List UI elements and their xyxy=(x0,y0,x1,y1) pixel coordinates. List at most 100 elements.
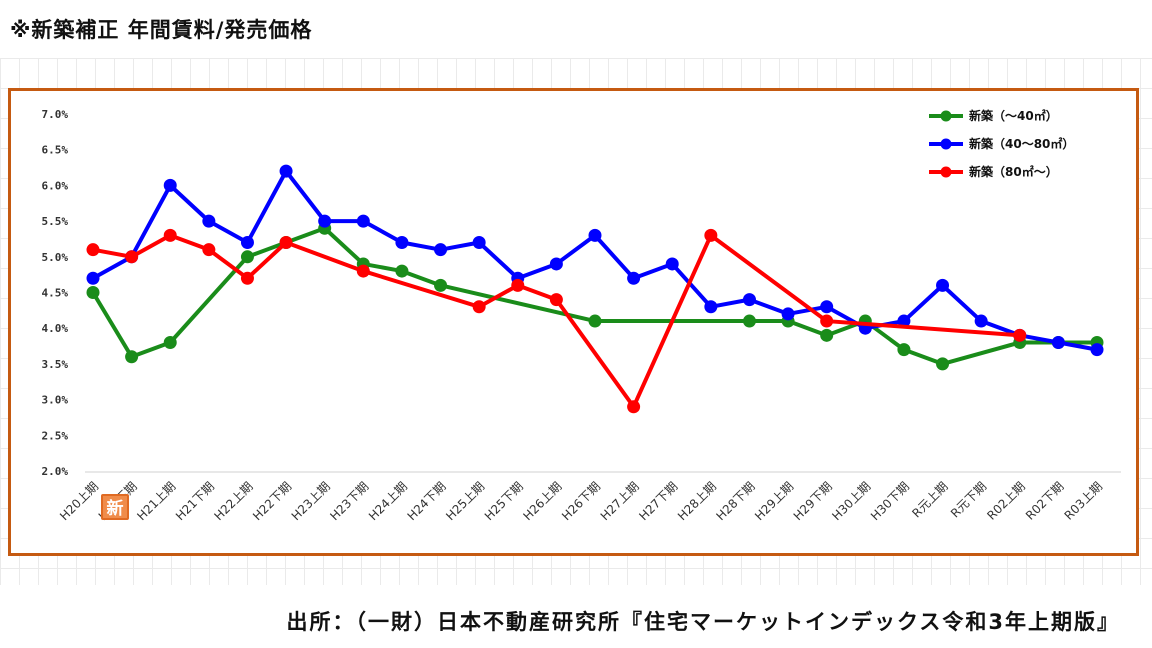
x-tick-label: H22下期 xyxy=(250,479,294,523)
data-point-series-2 xyxy=(781,307,795,321)
data-point-series-2 xyxy=(936,278,950,292)
x-tick-label: H26下期 xyxy=(559,479,603,523)
x-tick-label: H23下期 xyxy=(327,479,371,523)
x-tick-label: R元下期 xyxy=(948,479,989,520)
data-point-series-3 xyxy=(279,236,293,250)
y-tick-label: 5.5% xyxy=(42,215,69,228)
data-point-series-1 xyxy=(434,278,448,292)
data-point-series-3 xyxy=(704,228,718,242)
data-point-series-2 xyxy=(356,214,370,228)
x-tick-label: H24上期 xyxy=(366,479,410,523)
chart-frame: 2.0% 2.5% 3.0% 3.5% 4.0% 4.5% 5.0% 5.5% 6.0% 6.5%… xyxy=(8,88,1139,556)
data-point-series-2 xyxy=(1051,335,1065,349)
data-point-series-2 xyxy=(202,214,216,228)
x-tick-label: H26上期 xyxy=(520,479,564,523)
data-point-series-2 xyxy=(665,257,679,271)
x-tick-label: H30上期 xyxy=(829,479,873,523)
legend-label: 新築（40～80㎡） xyxy=(969,136,1074,151)
data-point-series-2 xyxy=(318,214,332,228)
x-tick-label: H21上期 xyxy=(134,479,178,523)
x-tick-label: H25上期 xyxy=(443,479,487,523)
x-tick-label: H21下期 xyxy=(173,479,217,523)
data-point-series-2 xyxy=(549,257,563,271)
x-tick-label: R02上期 xyxy=(984,479,1028,523)
data-point-series-3 xyxy=(86,243,100,257)
y-tick-label: 6.0% xyxy=(42,179,69,192)
data-point-series-1 xyxy=(125,350,139,364)
bottom-band xyxy=(0,585,1152,648)
data-point-series-2 xyxy=(1090,343,1104,357)
y-tick-label: 4.0% xyxy=(42,322,69,335)
x-tick-label: H30下期 xyxy=(868,479,912,523)
line-chart: 2.0% 2.5% 3.0% 3.5% 4.0% 4.5% 5.0% 5.5% 6.0% 6.5%… xyxy=(42,108,1121,523)
x-tick-label: H20上期 xyxy=(57,479,101,523)
data-point-series-2 xyxy=(974,314,988,328)
data-point-series-2 xyxy=(897,314,911,328)
series-line-3 xyxy=(92,233,1020,409)
data-point-series-3 xyxy=(1013,328,1027,342)
chart-heading: ※新築補正 年間賃料/発売価格 xyxy=(10,18,313,42)
data-point-series-2 xyxy=(704,300,718,314)
source-note: 出所：（一財）日本不動産研究所『住宅マーケットインデックス令和3年上期版』 xyxy=(286,610,1120,634)
legend-label: 新築（～40㎡） xyxy=(969,108,1058,123)
x-tick-label: H29上期 xyxy=(752,479,796,523)
legend-marker xyxy=(940,138,952,150)
data-point-series-2 xyxy=(279,164,293,178)
x-tick-label: H28上期 xyxy=(675,479,719,523)
data-point-series-1 xyxy=(820,328,834,342)
series-line-1 xyxy=(91,226,1097,366)
legend-marker xyxy=(940,166,952,178)
y-tick-label: 4.5% xyxy=(42,287,69,300)
data-point-series-2 xyxy=(742,293,756,307)
data-point-series-3 xyxy=(163,228,177,242)
data-point-series-1 xyxy=(936,357,950,371)
x-tick-label: H29下期 xyxy=(791,479,835,523)
data-point-series-1 xyxy=(742,314,756,328)
x-tick-label: R02下期 xyxy=(1023,479,1067,523)
y-tick-label: 6.5% xyxy=(42,144,69,157)
data-point-series-3 xyxy=(125,250,139,264)
y-tick-label: 5.0% xyxy=(42,251,69,264)
y-tick-label: 7.0% xyxy=(42,108,69,121)
data-point-series-3 xyxy=(549,293,563,307)
data-point-series-3 xyxy=(202,243,216,257)
x-tick-label: H27下期 xyxy=(636,479,680,523)
legend-label: 新築（80㎡～） xyxy=(969,164,1058,179)
data-point-series-1 xyxy=(163,335,177,349)
y-tick-label: 3.0% xyxy=(42,394,69,407)
data-point-series-2 xyxy=(588,228,602,242)
legend-marker xyxy=(940,110,952,122)
data-point-series-1 xyxy=(588,314,602,328)
data-point-series-3 xyxy=(356,264,370,278)
top-band xyxy=(0,0,1152,58)
data-point-series-3 xyxy=(240,271,254,285)
data-point-series-2 xyxy=(163,178,177,192)
x-tick-label: R元上期 xyxy=(909,479,950,520)
y-tick-label: 2.0% xyxy=(42,465,69,478)
y-tick-label: 2.5% xyxy=(42,429,69,442)
data-point-series-2 xyxy=(472,236,486,250)
x-tick-label: H22上期 xyxy=(212,479,256,523)
x-tick-label: H25下期 xyxy=(482,479,526,523)
data-point-series-3 xyxy=(472,300,486,314)
x-tick-label: H24下期 xyxy=(405,479,449,523)
data-point-series-3 xyxy=(511,278,525,292)
data-point-series-2 xyxy=(820,300,834,314)
data-point-series-3 xyxy=(627,400,641,414)
y-tick-label: 3.5% xyxy=(42,358,69,371)
x-tick-label: H27上期 xyxy=(598,479,642,523)
data-point-series-1 xyxy=(86,286,100,299)
data-point-series-2 xyxy=(434,243,448,257)
x-tick-label: H28下期 xyxy=(714,479,758,523)
data-point-series-2 xyxy=(627,271,641,285)
data-point-series-2 xyxy=(86,271,100,285)
data-point-series-1 xyxy=(240,250,254,264)
data-point-series-1 xyxy=(395,264,409,278)
data-point-series-1 xyxy=(897,343,911,357)
new-stamp-icon: 新 xyxy=(101,494,129,520)
x-tick-label: H23上期 xyxy=(289,479,333,523)
data-point-series-2 xyxy=(240,236,254,250)
x-tick-label: R03上期 xyxy=(1062,479,1106,523)
data-point-series-2 xyxy=(395,236,409,250)
data-point-series-3 xyxy=(820,314,834,328)
